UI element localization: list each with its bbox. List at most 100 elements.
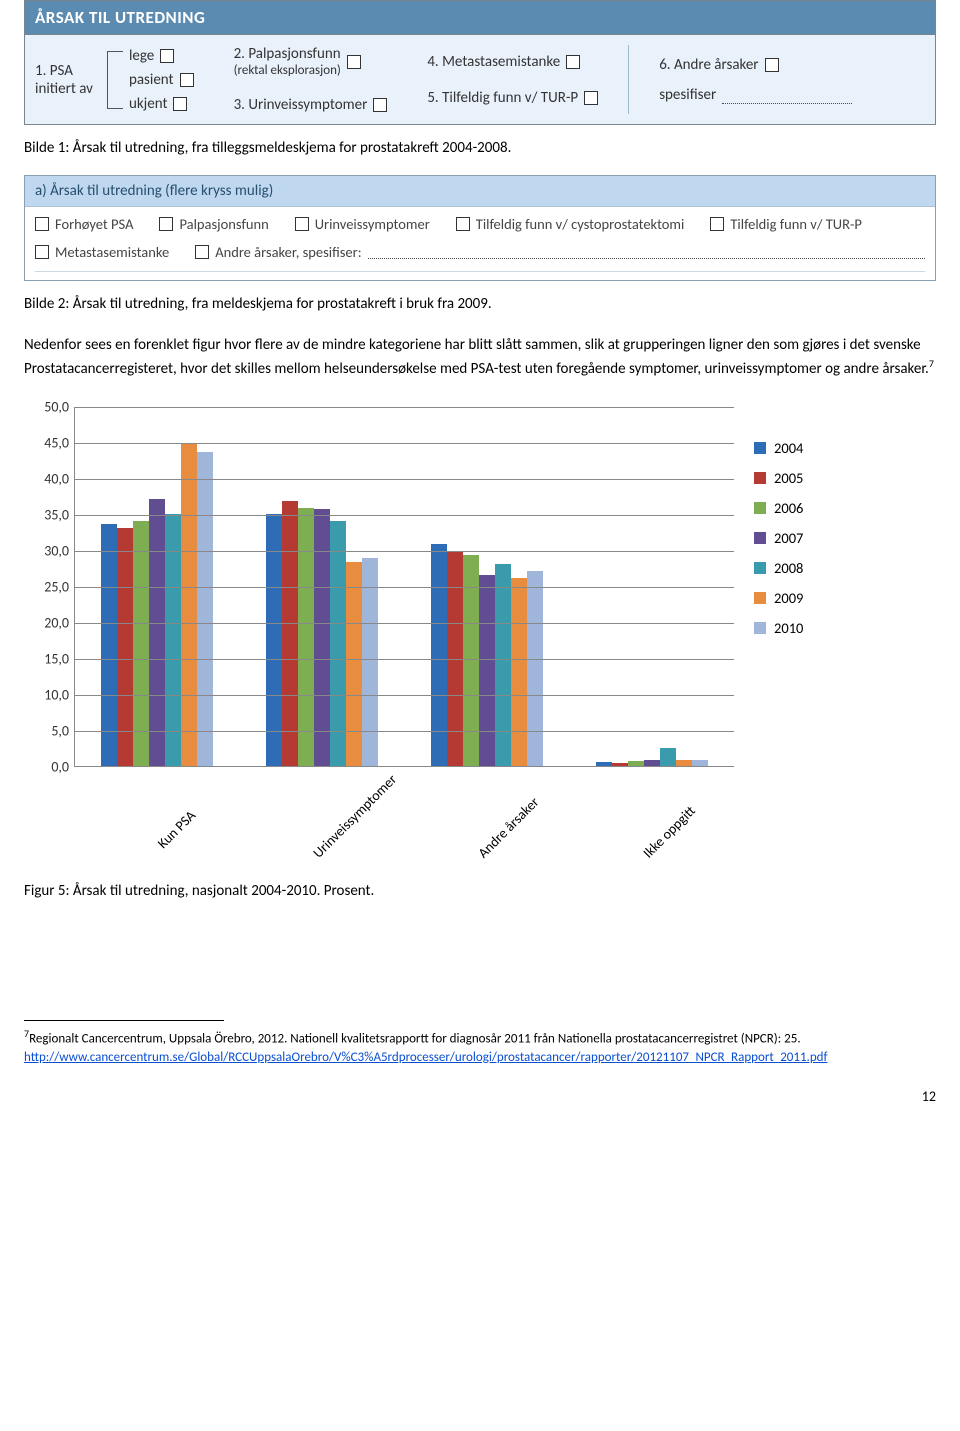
item4-label: 4. Metastasemistanke [427,53,560,71]
chart-bar [149,499,165,765]
legend-swatch [754,442,766,454]
legend-item: 2005 [754,469,803,487]
chart-bar [181,443,197,766]
checkbox[interactable] [159,217,173,231]
page-number: 12 [24,1088,936,1105]
legend-swatch [754,502,766,514]
chart-bar-group [431,544,543,766]
legend-label: 2009 [774,589,803,607]
spesifiser-line[interactable] [368,245,925,260]
legend-swatch [754,472,766,484]
form2-opt: Tilfeldig funn v/ cystoprostatektomi [476,215,685,233]
legend-swatch [754,622,766,634]
checkbox[interactable] [584,91,598,105]
chart-gridline [75,731,734,732]
chart-bar [346,562,362,766]
bracket-icon [107,51,123,109]
chart-gridline [75,659,734,660]
form2-opt: Palpasjonsfunn [179,215,268,233]
body-paragraph: Nedenfor sees en forenklet figur hvor fl… [24,335,936,381]
item2-label: 2. Palpasjonsfunn [234,45,341,63]
caption-1: Bilde 1: Årsak til utredning, fra tilleg… [24,139,936,157]
chart-bar [101,524,117,765]
chart-plot-area: 0,05,010,015,020,025,030,035,040,045,050… [74,407,734,767]
chart-gridline [75,551,734,552]
chart-ytick: 15,0 [29,650,69,667]
chart-ytick: 40,0 [29,470,69,487]
footnote-text: Regionalt Cancercentrum, Uppsala Örebro,… [29,1031,801,1046]
chart-bar [692,760,708,766]
checkbox[interactable] [710,217,724,231]
form1-body: 1. PSA initiert av lege pasient ukjent 2… [25,35,935,124]
footnote-ref: 7 [929,357,934,370]
chart-xlabel: Kun PSA [144,807,198,861]
checkbox[interactable] [35,245,49,259]
chart-bar-group [101,443,213,766]
checkbox[interactable] [35,217,49,231]
chart-bar [527,571,543,765]
legend-item: 2009 [754,589,803,607]
checkbox[interactable] [180,73,194,87]
chart-bar [628,761,644,765]
psa-label: 1. PSA [35,62,93,80]
checkbox[interactable] [566,55,580,69]
chart-ytick: 35,0 [29,506,69,523]
legend-label: 2004 [774,439,803,457]
footnote-link[interactable]: http://www.cancercentrum.se/Global/RCCUp… [24,1050,827,1065]
chart-bar [511,578,527,765]
chart-bar [479,575,495,766]
chart-bar-group [266,501,378,766]
checkbox[interactable] [456,217,470,231]
vertical-divider [628,45,629,114]
form1-header: ÅRSAK TIL UTREDNING [25,1,935,35]
psa-column: 1. PSA initiert av lege pasient ukjent [35,47,194,113]
caption-2: Bilde 2: Årsak til utredning, fra meldes… [24,295,936,313]
figure-caption: Figur 5: Årsak til utredning, nasjonalt … [24,882,936,900]
chart-gridline [75,515,734,516]
legend-item: 2008 [754,559,803,577]
legend-item: 2006 [754,499,803,517]
chart-bar [298,508,314,766]
chart-gridline [75,443,734,444]
form2-opt: Forhøyet PSA [55,215,133,233]
chart-legend: 2004200520062007200820092010 [754,427,803,649]
checkbox[interactable] [765,58,779,72]
spesifiser-line[interactable] [722,89,852,104]
chart-xlabel: Andre årsaker [474,807,528,861]
form2-opt: Andre årsaker, spesifiser: [215,243,361,261]
chart-bar [495,564,511,766]
checkbox[interactable] [173,97,187,111]
item5-label: 5. Tilfeldig funn v/ TUR-P [427,89,578,107]
checkbox[interactable] [373,98,387,112]
chart-bar [660,748,676,765]
chart-ytick: 0,0 [29,758,69,775]
psa-opt-label: pasient [129,71,174,89]
chart-gridline [75,587,734,588]
legend-swatch [754,532,766,544]
form2-opt: Metastasemistanke [55,243,169,261]
spesifiser-label: spesifiser [659,86,716,104]
chart-xlabel: Ikke oppgitt [639,807,693,861]
form2-opt: Tilfeldig funn v/ TUR-P [730,215,862,233]
chart-gridline [75,623,734,624]
chart-bar-group [596,748,708,765]
psa-opt-label: ukjent [129,95,168,113]
psa-opt-label: lege [129,47,154,65]
legend-label: 2008 [774,559,803,577]
form1-container: ÅRSAK TIL UTREDNING 1. PSA initiert av l… [24,0,936,125]
checkbox[interactable] [347,55,361,69]
legend-swatch [754,562,766,574]
legend-label: 2005 [774,469,803,487]
chart-container: 0,05,010,015,020,025,030,035,040,045,050… [24,407,936,824]
chart-bar [282,501,298,766]
footnote-separator [24,1020,224,1021]
checkbox[interactable] [160,49,174,63]
legend-swatch [754,592,766,604]
chart-gridline [75,407,734,408]
checkbox[interactable] [195,245,209,259]
chart-ytick: 50,0 [29,398,69,415]
checkbox[interactable] [295,217,309,231]
chart-ytick: 25,0 [29,578,69,595]
chart-bar [133,521,149,766]
chart-xlabel: Urinveissymptomer [309,807,363,861]
